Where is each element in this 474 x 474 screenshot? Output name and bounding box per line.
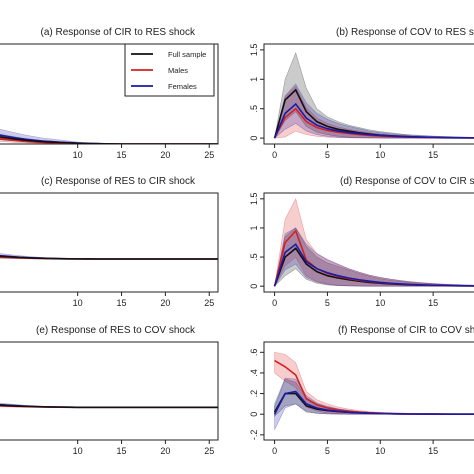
- panel-b-plot-area: [273, 51, 474, 139]
- panel-d-plot-area: [273, 197, 474, 288]
- x-tick-label: 10: [73, 150, 83, 160]
- panel-f-title: (f) Response of CIR to COV shock: [338, 325, 474, 336]
- x-tick-label: 15: [117, 298, 127, 308]
- x-tick-label: 10: [375, 150, 385, 160]
- panel-f-plot-area: [273, 351, 474, 430]
- y-tick-label: .6: [249, 349, 259, 357]
- series-line-females: [273, 243, 474, 287]
- series-line-full-sample: [0, 136, 218, 144]
- y-tick-label: 1: [249, 77, 259, 82]
- ci-band-males: [274, 351, 474, 415]
- panel-c-plot-area: [0, 253, 218, 260]
- x-tick-label: 20: [160, 298, 170, 308]
- x-tick-label: 0: [272, 298, 277, 308]
- x-tick-label: 15: [117, 150, 127, 160]
- y-tick-label: 0: [249, 136, 259, 141]
- y-tick-label: -.2: [249, 430, 259, 441]
- panel-b-title: (b) Response of COV to RES shock: [336, 27, 474, 38]
- x-tick-label: 25: [204, 298, 214, 308]
- x-tick-label: 25: [204, 150, 214, 160]
- ci-band-males: [274, 197, 474, 287]
- x-tick-label: 10: [375, 298, 385, 308]
- legend-label-females: Females: [168, 82, 197, 91]
- panel-b-frame: [263, 43, 474, 145]
- panel-c-frame: [0, 192, 219, 293]
- panel-a-plot-area: [0, 128, 218, 144]
- y-tick-label: .2: [249, 390, 259, 398]
- x-tick-label: 15: [117, 446, 127, 456]
- x-tick-label: 10: [73, 446, 83, 456]
- panel-d-title: (d) Response of COV to CIR shock: [340, 176, 474, 187]
- panel-e: (e) Response of RES to COV shock 10 15 20 25: [0, 325, 219, 456]
- panel-f-frame: [263, 341, 474, 441]
- series-line-full-sample: [0, 404, 218, 409]
- x-tick-label: 15: [428, 298, 438, 308]
- x-tick-label: 5: [325, 446, 330, 456]
- series-line-full-sample: [0, 255, 218, 260]
- ci-band-full-sample: [274, 51, 474, 139]
- panel-b: (b) Response of COV to RES shock 0 5 10 15 0.…: [249, 27, 474, 160]
- y-tick-label: .4: [249, 369, 259, 377]
- x-tick-label: 20: [160, 446, 170, 456]
- legend-label-males: Males: [168, 66, 188, 75]
- x-tick-label: 10: [375, 446, 385, 456]
- y-tick-label: .5: [249, 105, 259, 113]
- x-tick-label: 25: [204, 446, 214, 456]
- panel-f: (f) Response of CIR to COV shock 0 5 10 15 -.…: [249, 325, 474, 456]
- series-line-females: [273, 390, 474, 416]
- y-tick-label: 0: [249, 412, 259, 417]
- y-tick-label: 1.5: [249, 193, 259, 206]
- x-tick-label: 15: [428, 446, 438, 456]
- y-tick-label: 1.5: [249, 44, 259, 57]
- legend: Full sample Males Females: [124, 43, 215, 97]
- panel-c-title: (c) Response of RES to CIR shock: [41, 176, 196, 187]
- x-tick-label: 5: [325, 298, 330, 308]
- series-line-females: [273, 102, 474, 139]
- panel-e-frame: [0, 341, 219, 441]
- x-tick-label: 15: [428, 150, 438, 160]
- panel-c: (c) Response of RES to CIR shock 10 15 20 25: [0, 176, 219, 308]
- panel-d-frame: [263, 192, 474, 293]
- panel-a: (a) Response of CIR to RES shock 10 15 20 25…: [0, 27, 219, 160]
- panel-e-title: (e) Response of RES to COV shock: [36, 325, 196, 336]
- x-tick-label: 10: [73, 298, 83, 308]
- panel-d: (d) Response of COV to CIR shock 0 5 10 15 0.…: [249, 176, 474, 308]
- legend-label-full-sample: Full sample: [168, 50, 206, 59]
- y-tick-label: 1: [249, 225, 259, 230]
- x-tick-label: 20: [160, 150, 170, 160]
- panel-e-plot-area: [0, 402, 218, 409]
- x-tick-label: 0: [272, 150, 277, 160]
- x-tick-label: 0: [272, 446, 277, 456]
- y-tick-label: .5: [249, 253, 259, 261]
- y-tick-label: 0: [249, 284, 259, 289]
- x-tick-label: 5: [325, 150, 330, 160]
- panel-a-title: (a) Response of CIR to RES shock: [40, 27, 196, 38]
